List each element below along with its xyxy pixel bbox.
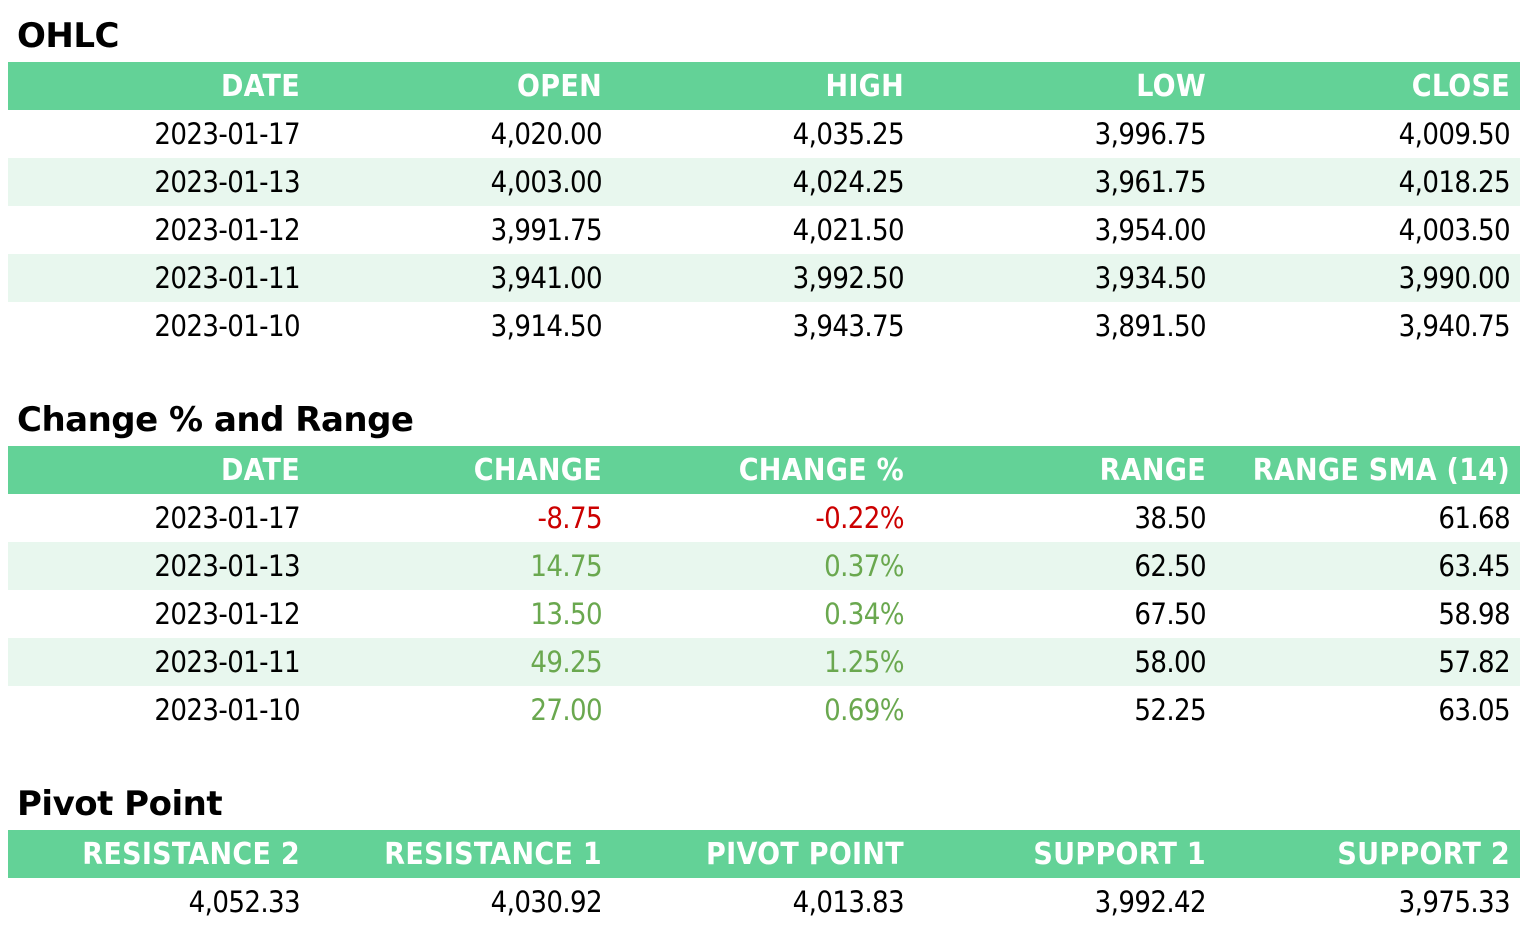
table-row: 2023-01-17 4,020.00 4,035.25 3,996.75 4,…	[8, 110, 1520, 158]
pivot-header-support-1: SUPPORT 1	[914, 830, 1216, 878]
pivot-cell-support-2: 3,975.33	[1398, 885, 1511, 919]
pivot-title: Pivot Point	[17, 784, 223, 824]
ohlc-cell-date: 2023-01-12	[154, 213, 300, 247]
ohlc-cell-date: 2023-01-17	[154, 117, 300, 151]
change-cell-date: 2023-01-11	[8, 638, 310, 686]
change-table: DATE CHANGE CHANGE % RANGE RANGE SMA (14…	[8, 446, 1520, 734]
change-cell-date: 2023-01-12	[154, 597, 300, 631]
table-row: 2023-01-13 14.75 0.37% 62.50 63.45	[8, 542, 1520, 590]
pivot-section: Pivot Point RESISTANCE 2 RESISTANCE 1 PI…	[8, 778, 1520, 926]
change-cell-change: 49.25	[310, 638, 612, 686]
ohlc-cell-date: 2023-01-10	[154, 309, 300, 343]
ohlc-table: DATE OPEN HIGH LOW CLOSE 2023-01-17 4,02…	[8, 62, 1520, 350]
pivot-table: RESISTANCE 2 RESISTANCE 1 PIVOT POINT SU…	[8, 830, 1520, 926]
ohlc-cell-close: 4,018.25	[1216, 158, 1520, 206]
change-cell-range-sma: 63.05	[1438, 693, 1510, 727]
ohlc-header-row: DATE OPEN HIGH LOW CLOSE	[8, 62, 1520, 110]
change-cell-range-sma: 57.82	[1216, 638, 1520, 686]
ohlc-cell-open: 3,991.75	[490, 213, 603, 247]
ohlc-cell-low: 3,996.75	[1094, 117, 1207, 151]
change-cell-change-pct: -0.22%	[815, 501, 904, 535]
ohlc-cell-close: 4,003.50	[1398, 213, 1511, 247]
change-cell-change-pct: 0.34%	[824, 597, 904, 631]
table-row: 2023-01-11 49.25 1.25% 58.00 57.82	[8, 638, 1520, 686]
ohlc-cell-close: 3,990.00	[1216, 254, 1520, 302]
change-header-range: RANGE	[914, 446, 1216, 494]
pivot-cell-resistance-2: 4,052.33	[188, 885, 301, 919]
change-header-change: CHANGE	[310, 446, 612, 494]
pivot-cell-pivot-point: 4,013.83	[792, 885, 905, 919]
ohlc-cell-date: 2023-01-11	[8, 254, 310, 302]
change-cell-date: 2023-01-17	[154, 501, 300, 535]
change-header-row: DATE CHANGE CHANGE % RANGE RANGE SMA (14…	[8, 446, 1520, 494]
change-cell-range: 62.50	[914, 542, 1216, 590]
change-cell-range: 58.00	[914, 638, 1216, 686]
table-row: 2023-01-12 13.50 0.34% 67.50 58.98	[8, 590, 1520, 638]
ohlc-cell-high: 4,024.25	[612, 158, 914, 206]
change-header-date: DATE	[8, 446, 310, 494]
change-cell-change-pct: 0.69%	[824, 693, 904, 727]
ohlc-cell-close: 3,940.75	[1398, 309, 1511, 343]
ohlc-header-open: OPEN	[310, 62, 612, 110]
change-cell-change-pct: 1.25%	[612, 638, 914, 686]
change-cell-change: 14.75	[310, 542, 612, 590]
change-header-range-sma: RANGE SMA (14)	[1216, 446, 1520, 494]
ohlc-section: OHLC DATE OPEN HIGH LOW CLOSE 2023-01-17…	[8, 10, 1520, 350]
ohlc-cell-high: 3,992.50	[612, 254, 914, 302]
ohlc-cell-open: 4,020.00	[490, 117, 603, 151]
table-row: 2023-01-12 3,991.75 4,021.50 3,954.00 4,…	[8, 206, 1520, 254]
ohlc-cell-open: 3,914.50	[490, 309, 603, 343]
change-cell-range: 52.25	[1134, 693, 1206, 727]
table-row: 4,052.33 4,030.92 4,013.83 3,992.42 3,97…	[8, 878, 1520, 926]
ohlc-cell-open: 4,003.00	[310, 158, 612, 206]
ohlc-cell-high: 4,021.50	[792, 213, 905, 247]
ohlc-header-date: DATE	[8, 62, 310, 110]
change-cell-range: 67.50	[1134, 597, 1206, 631]
table-row: 2023-01-13 4,003.00 4,024.25 3,961.75 4,…	[8, 158, 1520, 206]
pivot-header-resistance-1: RESISTANCE 1	[310, 830, 612, 878]
change-title: Change % and Range	[17, 400, 414, 440]
ohlc-cell-close: 4,009.50	[1398, 117, 1511, 151]
change-cell-change: 13.50	[530, 597, 602, 631]
ohlc-cell-open: 3,941.00	[310, 254, 612, 302]
change-header-change-pct: CHANGE %	[612, 446, 914, 494]
table-row: 2023-01-17 -8.75 -0.22% 38.50 61.68	[8, 494, 1520, 542]
pivot-cell-resistance-1: 4,030.92	[490, 885, 603, 919]
pivot-cell-support-1: 3,992.42	[1094, 885, 1207, 919]
ohlc-title: OHLC	[17, 16, 119, 56]
change-cell-change: 27.00	[530, 693, 602, 727]
change-cell-range-sma: 63.45	[1216, 542, 1520, 590]
ohlc-cell-low: 3,961.75	[914, 158, 1216, 206]
change-cell-range: 38.50	[1134, 501, 1206, 535]
pivot-header-pivot-point: PIVOT POINT	[612, 830, 914, 878]
ohlc-cell-date: 2023-01-13	[8, 158, 310, 206]
change-cell-date: 2023-01-10	[154, 693, 300, 727]
change-cell-date: 2023-01-13	[8, 542, 310, 590]
pivot-header-resistance-2: RESISTANCE 2	[8, 830, 310, 878]
change-cell-range-sma: 61.68	[1438, 501, 1510, 535]
table-row: 2023-01-10 27.00 0.69% 52.25 63.05	[8, 686, 1520, 734]
ohlc-cell-high: 3,943.75	[792, 309, 905, 343]
pivot-header-row: RESISTANCE 2 RESISTANCE 1 PIVOT POINT SU…	[8, 830, 1520, 878]
ohlc-cell-high: 4,035.25	[792, 117, 905, 151]
ohlc-header-high: HIGH	[612, 62, 914, 110]
change-cell-change: -8.75	[537, 501, 603, 535]
change-cell-change-pct: 0.37%	[612, 542, 914, 590]
table-row: 2023-01-10 3,914.50 3,943.75 3,891.50 3,…	[8, 302, 1520, 350]
ohlc-cell-low: 3,891.50	[1094, 309, 1207, 343]
ohlc-cell-low: 3,954.00	[1094, 213, 1207, 247]
table-row: 2023-01-11 3,941.00 3,992.50 3,934.50 3,…	[8, 254, 1520, 302]
change-section: Change % and Range DATE CHANGE CHANGE % …	[8, 394, 1520, 734]
pivot-header-support-2: SUPPORT 2	[1216, 830, 1520, 878]
ohlc-header-low: LOW	[914, 62, 1216, 110]
ohlc-cell-low: 3,934.50	[914, 254, 1216, 302]
ohlc-header-close: CLOSE	[1216, 62, 1520, 110]
change-cell-range-sma: 58.98	[1438, 597, 1510, 631]
